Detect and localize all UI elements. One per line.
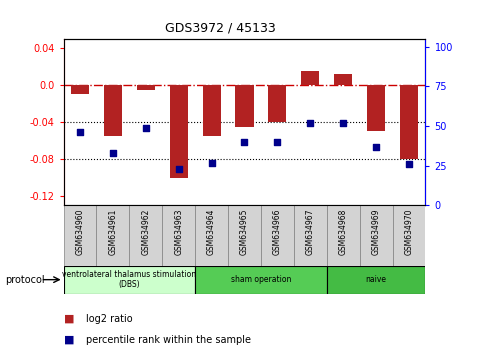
Text: GSM634960: GSM634960 (75, 208, 84, 255)
Text: GSM634968: GSM634968 (338, 208, 347, 255)
Text: ■: ■ (63, 335, 74, 345)
Point (76, 130, 84, 135)
Text: GSM634964: GSM634964 (207, 208, 216, 255)
Text: ventrolateral thalamus stimulation
(DBS): ventrolateral thalamus stimulation (DBS) (62, 270, 196, 289)
Text: sham operation: sham operation (230, 275, 290, 284)
Bar (268, 85, 286, 122)
Bar (169, 85, 187, 178)
Text: GSM634961: GSM634961 (108, 208, 117, 255)
Bar (227, 205, 261, 266)
Text: GSM634967: GSM634967 (305, 208, 314, 255)
Point (404, 161, 412, 167)
Text: log2 ratio: log2 ratio (85, 314, 132, 324)
Bar (333, 74, 351, 85)
Bar (71, 85, 89, 95)
Bar (195, 266, 326, 294)
Text: naive: naive (365, 275, 386, 284)
Bar (326, 205, 359, 266)
Text: GSM634962: GSM634962 (141, 208, 150, 255)
Point (371, 144, 379, 149)
Text: protocol: protocol (5, 275, 44, 285)
Bar (366, 85, 385, 131)
Bar (261, 205, 293, 266)
Text: percentile rank within the sample: percentile rank within the sample (85, 335, 250, 345)
Bar (235, 85, 253, 127)
Text: GSM634970: GSM634970 (404, 208, 413, 255)
Bar (96, 205, 129, 266)
Point (174, 166, 182, 172)
Point (207, 160, 215, 165)
Text: GDS3972 / 45133: GDS3972 / 45133 (164, 21, 275, 34)
Point (240, 139, 248, 145)
Bar (326, 266, 425, 294)
Bar (399, 85, 417, 159)
Bar (293, 205, 326, 266)
Text: GSM634965: GSM634965 (240, 208, 248, 255)
Point (109, 150, 117, 156)
Text: GSM634963: GSM634963 (174, 208, 183, 255)
Bar (129, 205, 162, 266)
Point (339, 120, 346, 126)
Text: GSM634966: GSM634966 (272, 208, 281, 255)
Bar (103, 85, 122, 136)
Bar (301, 71, 319, 85)
Text: GSM634969: GSM634969 (371, 208, 380, 255)
Bar (195, 205, 227, 266)
Text: ■: ■ (63, 314, 74, 324)
Point (306, 120, 314, 126)
Bar (359, 205, 392, 266)
Bar (202, 85, 220, 136)
Bar (162, 205, 195, 266)
Bar (63, 266, 195, 294)
Bar (63, 205, 96, 266)
Bar (392, 205, 425, 266)
Bar (137, 85, 155, 90)
Point (142, 125, 149, 131)
Point (273, 139, 281, 145)
